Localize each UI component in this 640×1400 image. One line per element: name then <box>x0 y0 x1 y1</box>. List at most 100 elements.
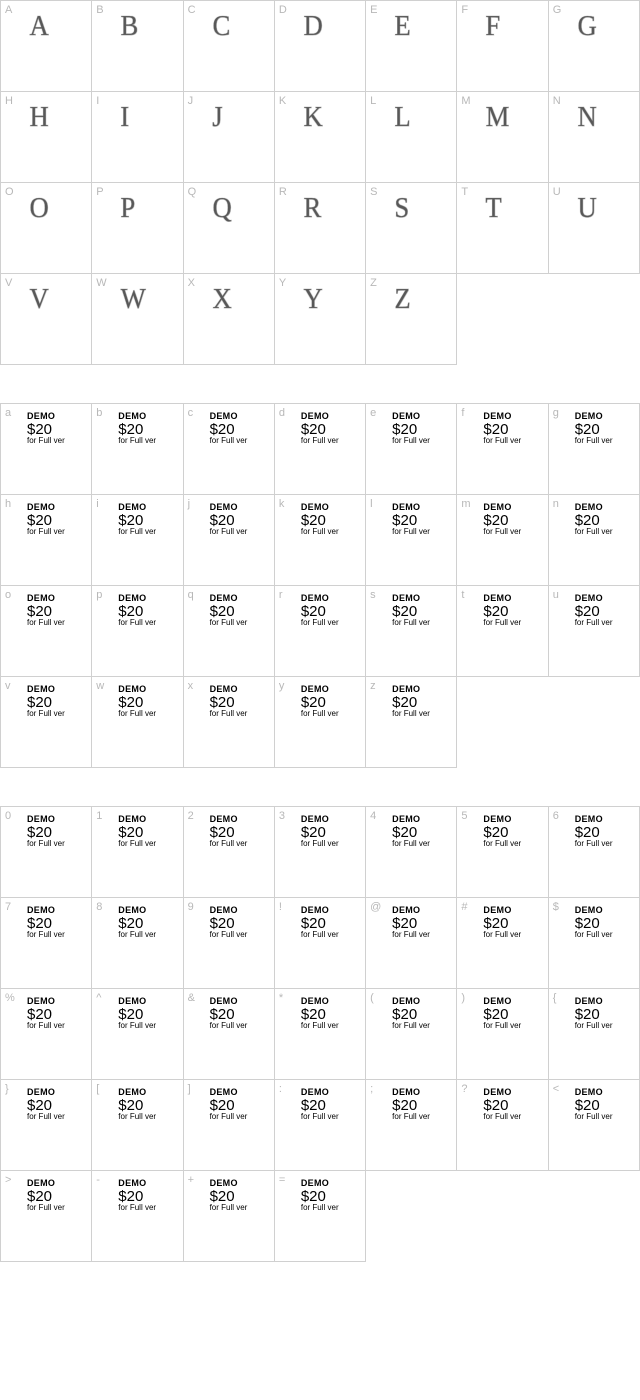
demo-placeholder: DEMO$20for Full ver <box>301 1088 339 1121</box>
demo-subtext: for Full ver <box>27 840 65 848</box>
glyph-cell: &DEMO$20for Full ver <box>184 989 275 1080</box>
glyph-cell: 0DEMO$20for Full ver <box>1 807 92 898</box>
demo-price: $20 <box>392 1007 430 1022</box>
demo-label: DEMO <box>27 906 65 915</box>
demo-subtext: for Full ver <box>301 840 339 848</box>
cell-corner-label: V <box>5 277 12 289</box>
demo-subtext: for Full ver <box>27 1022 65 1030</box>
demo-price: $20 <box>392 513 430 528</box>
demo-label: DEMO <box>575 997 613 1006</box>
glyph-cell: $DEMO$20for Full ver <box>549 898 640 989</box>
demo-subtext: for Full ver <box>301 619 339 627</box>
cell-corner-label: ) <box>461 992 465 1004</box>
demo-subtext: for Full ver <box>27 437 65 445</box>
cell-corner-label: 3 <box>279 810 285 822</box>
cell-corner-label: 5 <box>461 810 467 822</box>
glyph-cell: RR <box>275 183 366 274</box>
demo-placeholder: DEMO$20for Full ver <box>27 594 65 627</box>
glyph-cell: xDEMO$20for Full ver <box>184 677 275 768</box>
demo-price: $20 <box>27 1098 65 1113</box>
demo-price: $20 <box>27 825 65 840</box>
demo-label: DEMO <box>301 1179 339 1188</box>
demo-label: DEMO <box>301 594 339 603</box>
demo-subtext: for Full ver <box>392 1022 430 1030</box>
glyph-cell: 7DEMO$20for Full ver <box>1 898 92 989</box>
demo-price: $20 <box>118 1098 156 1113</box>
demo-label: DEMO <box>210 503 248 512</box>
cell-corner-label: J <box>188 95 194 107</box>
demo-subtext: for Full ver <box>210 528 248 536</box>
cell-corner-label: B <box>96 4 103 16</box>
glyph-cell: nDEMO$20for Full ver <box>549 495 640 586</box>
cell-corner-label: A <box>5 4 12 16</box>
demo-placeholder: DEMO$20for Full ver <box>483 906 521 939</box>
demo-label: DEMO <box>301 906 339 915</box>
glyph-cell: vDEMO$20for Full ver <box>1 677 92 768</box>
glyph-cell: pDEMO$20for Full ver <box>92 586 183 677</box>
glyph-cell: FF <box>457 1 548 92</box>
demo-subtext: for Full ver <box>392 840 430 848</box>
demo-label: DEMO <box>392 412 430 421</box>
demo-subtext: for Full ver <box>27 619 65 627</box>
cell-corner-label: % <box>5 992 15 1004</box>
demo-price: $20 <box>118 1189 156 1204</box>
demo-subtext: for Full ver <box>210 1113 248 1121</box>
demo-label: DEMO <box>392 906 430 915</box>
demo-placeholder: DEMO$20for Full ver <box>575 997 613 1030</box>
glyph-cell: (DEMO$20for Full ver <box>366 989 457 1080</box>
cell-corner-label: o <box>5 589 11 601</box>
demo-price: $20 <box>210 1098 248 1113</box>
empty-cell <box>549 1171 640 1262</box>
glyph-preview: Y <box>303 284 322 316</box>
cell-corner-label: > <box>5 1174 11 1186</box>
empty-cell <box>366 1171 457 1262</box>
demo-price: $20 <box>210 422 248 437</box>
glyph-preview: K <box>303 102 322 134</box>
demo-label: DEMO <box>392 1088 430 1097</box>
glyph-cell: *DEMO$20for Full ver <box>275 989 366 1080</box>
glyph-cell: CC <box>184 1 275 92</box>
cell-corner-label: e <box>370 407 376 419</box>
cell-corner-label: ? <box>461 1083 467 1095</box>
demo-price: $20 <box>483 422 521 437</box>
demo-subtext: for Full ver <box>27 710 65 718</box>
demo-price: $20 <box>27 513 65 528</box>
cell-corner-label: O <box>5 186 14 198</box>
glyph-preview: P <box>121 193 136 225</box>
demo-placeholder: DEMO$20for Full ver <box>301 412 339 445</box>
demo-price: $20 <box>210 1007 248 1022</box>
empty-cell <box>549 677 640 768</box>
demo-placeholder: DEMO$20for Full ver <box>210 1179 248 1212</box>
demo-placeholder: DEMO$20for Full ver <box>27 1179 65 1212</box>
glyph-preview: B <box>121 11 139 43</box>
demo-subtext: for Full ver <box>392 619 430 627</box>
demo-label: DEMO <box>210 412 248 421</box>
demo-placeholder: DEMO$20for Full ver <box>118 997 156 1030</box>
demo-price: $20 <box>483 825 521 840</box>
demo-price: $20 <box>118 604 156 619</box>
demo-price: $20 <box>118 513 156 528</box>
glyph-preview: S <box>395 193 410 225</box>
demo-label: DEMO <box>483 1088 521 1097</box>
demo-label: DEMO <box>210 685 248 694</box>
demo-placeholder: DEMO$20for Full ver <box>575 815 613 848</box>
demo-price: $20 <box>210 825 248 840</box>
glyph-cell: -DEMO$20for Full ver <box>92 1171 183 1262</box>
glyph-cell: HH <box>1 92 92 183</box>
demo-label: DEMO <box>301 685 339 694</box>
demo-label: DEMO <box>392 503 430 512</box>
demo-placeholder: DEMO$20for Full ver <box>483 503 521 536</box>
demo-label: DEMO <box>301 997 339 1006</box>
demo-price: $20 <box>575 604 613 619</box>
glyph-cell: SS <box>366 183 457 274</box>
demo-placeholder: DEMO$20for Full ver <box>483 815 521 848</box>
empty-cell <box>457 274 548 365</box>
demo-subtext: for Full ver <box>210 437 248 445</box>
glyph-cell: aDEMO$20for Full ver <box>1 404 92 495</box>
glyph-preview: V <box>30 284 49 316</box>
demo-price: $20 <box>483 916 521 931</box>
demo-label: DEMO <box>301 815 339 824</box>
demo-label: DEMO <box>27 815 65 824</box>
glyph-cell: )DEMO$20for Full ver <box>457 989 548 1080</box>
demo-price: $20 <box>392 825 430 840</box>
